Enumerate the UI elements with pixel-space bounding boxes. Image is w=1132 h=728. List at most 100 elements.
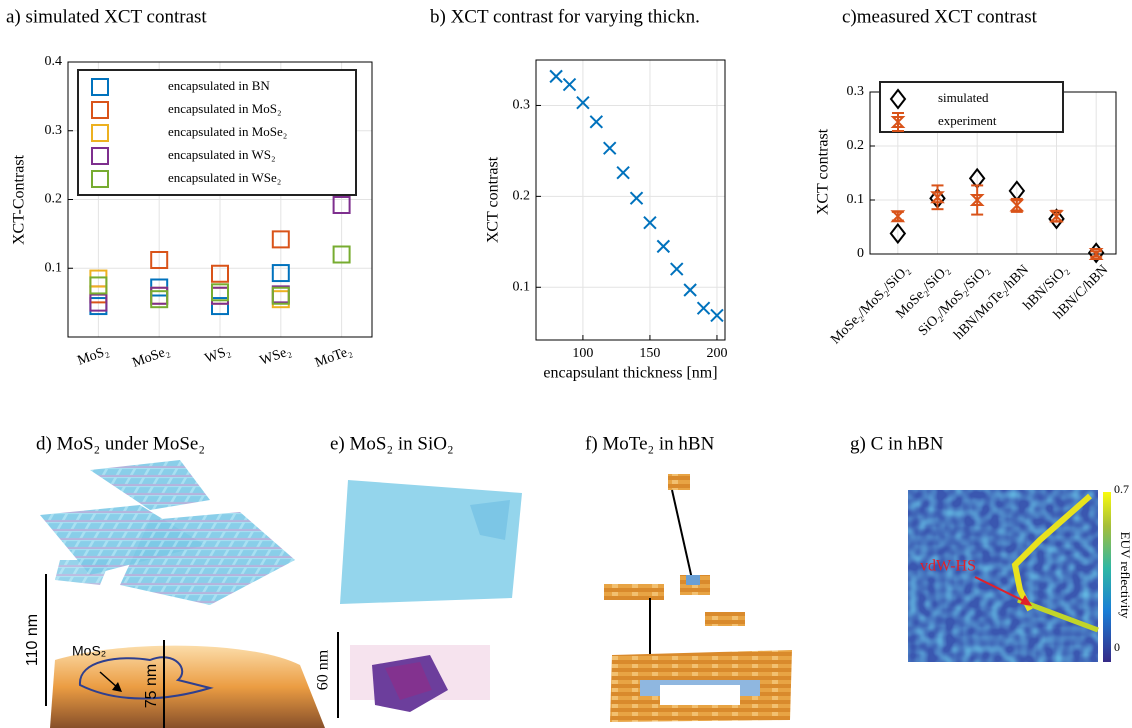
marker-square xyxy=(271,230,290,249)
arrow-head xyxy=(112,682,122,692)
bright-line xyxy=(1011,493,1092,612)
y-tick-label: 0.1 xyxy=(513,279,531,294)
legend-marker xyxy=(890,116,906,128)
marker-square xyxy=(332,196,351,214)
legend-box xyxy=(879,81,1064,133)
legend-label: encapsulated in MoSe₂ xyxy=(168,124,287,139)
marker-square xyxy=(271,286,290,305)
marker-x xyxy=(710,308,724,323)
legend-box xyxy=(77,69,357,196)
marker-x xyxy=(629,191,644,205)
legend-label: encapsulated in WS₂ xyxy=(168,147,276,162)
marker-errorbar xyxy=(969,194,985,206)
flake-image xyxy=(120,512,295,605)
layer-image xyxy=(705,612,745,626)
marker-errorbar xyxy=(1049,210,1064,223)
legend-marker xyxy=(91,124,109,142)
annotation: MoS₂ xyxy=(72,643,106,659)
legend-marker xyxy=(91,101,109,119)
layer-image xyxy=(604,584,664,600)
marker-x xyxy=(616,166,630,180)
legend-label: encapsulated in MoS₂ xyxy=(168,101,282,116)
chart-title: b) XCT contrast for varying thickn. xyxy=(430,6,700,27)
marker-x xyxy=(562,77,577,92)
colorbar-tick: 0.7 xyxy=(1114,482,1129,496)
marker-x xyxy=(670,262,684,276)
y-tick-label: 0.1 xyxy=(847,192,865,207)
marker-errorbar xyxy=(1088,248,1104,260)
marker-square xyxy=(211,297,229,316)
marker-square xyxy=(211,264,229,283)
marker-square xyxy=(211,283,229,302)
y-tick-label: 0.3 xyxy=(513,98,531,113)
scale-bar xyxy=(671,489,695,589)
layer-image xyxy=(470,500,510,540)
annotation: 110 nm xyxy=(24,614,41,666)
substrate-image xyxy=(50,645,325,728)
chart-title: c)measured XCT contrast xyxy=(842,6,1038,27)
marker-diamond xyxy=(889,222,907,245)
panel-d: d) MoS₂ under MoSe₂ 110 nm MoS₂ 75 nm xyxy=(24,433,325,728)
y-tick-label: 0.2 xyxy=(45,192,63,207)
panel-e: e) MoS₂ in SiO₂ 60 nm xyxy=(315,433,522,718)
layer-image xyxy=(686,575,700,585)
marker-x xyxy=(603,141,617,155)
panel-f: f) MoTe₂ in hBN xyxy=(585,433,792,722)
legend-label: encapsulated in WSe₂ xyxy=(168,170,281,185)
y-axis-label: XCT contrast xyxy=(485,156,502,243)
y-tick-label: 0.2 xyxy=(513,189,531,204)
panel-title: e) MoS₂ in SiO₂ xyxy=(330,433,454,454)
annotation: vdW-HS xyxy=(920,558,976,575)
marker-errorbar xyxy=(1009,199,1025,212)
x-tick-label: 200 xyxy=(706,346,727,361)
y-tick-label: 0.4 xyxy=(45,54,63,69)
annotation: 60 nm xyxy=(315,649,332,690)
marker-square xyxy=(150,290,169,309)
marker-square xyxy=(332,245,351,264)
layer-image xyxy=(340,480,522,604)
legend-marker xyxy=(91,147,109,165)
chart-title: a) simulated XCT contrast xyxy=(6,6,207,27)
x-tick-label: WSe₂ xyxy=(258,344,293,369)
x-tick-label: MoTe₂ xyxy=(313,344,354,371)
marker-errorbar xyxy=(930,191,945,204)
legend-marker xyxy=(889,88,907,110)
layer-image xyxy=(668,474,690,490)
axes-box xyxy=(67,61,373,338)
panel-title: d) MoS₂ under MoSe₂ xyxy=(36,433,205,454)
layer-image xyxy=(660,685,740,705)
y-tick-label: 0 xyxy=(857,246,864,261)
colorbar xyxy=(1103,492,1111,662)
x-axis-label: encapsulant thickness [nm] xyxy=(543,365,717,382)
legend-label: simulated xyxy=(938,90,989,105)
marker-x xyxy=(643,216,657,230)
y-tick-label: 0.3 xyxy=(45,123,63,138)
colorbar-tick: 0 xyxy=(1114,640,1120,654)
legend-label: experiment xyxy=(938,113,997,128)
flake-image xyxy=(90,460,210,510)
marker-errorbar xyxy=(890,210,906,223)
marker-x xyxy=(696,301,711,315)
y-axis-label: XCT contrast xyxy=(815,128,832,215)
legend-marker xyxy=(91,78,109,96)
marker-x xyxy=(683,283,697,297)
marker-x xyxy=(576,96,590,110)
legend-label: encapsulated in BN xyxy=(168,78,270,93)
marker-square xyxy=(150,251,169,269)
colorbar-label: EUV reflectivity xyxy=(1118,532,1132,619)
x-tick-label: MoS₂ xyxy=(76,344,111,369)
x-tick-label: 150 xyxy=(639,346,660,361)
charts: 0.1 0.2 0.3 0.4 MoS₂ MoSe₂ WS₂ WSe₂ MoTe₂ a) simu… xyxy=(6,6,1117,382)
arrow-head xyxy=(1020,595,1032,606)
marker-x xyxy=(549,69,563,84)
panel-title: g) C in hBN xyxy=(850,433,944,454)
axes-box xyxy=(535,59,726,341)
marker-x xyxy=(589,115,604,129)
x-tick-label: WS₂ xyxy=(203,344,233,367)
marker-square xyxy=(89,293,108,312)
arrow xyxy=(974,576,1027,603)
x-tick-label: MoSe₂ xyxy=(131,344,172,371)
marker-square xyxy=(89,276,108,295)
